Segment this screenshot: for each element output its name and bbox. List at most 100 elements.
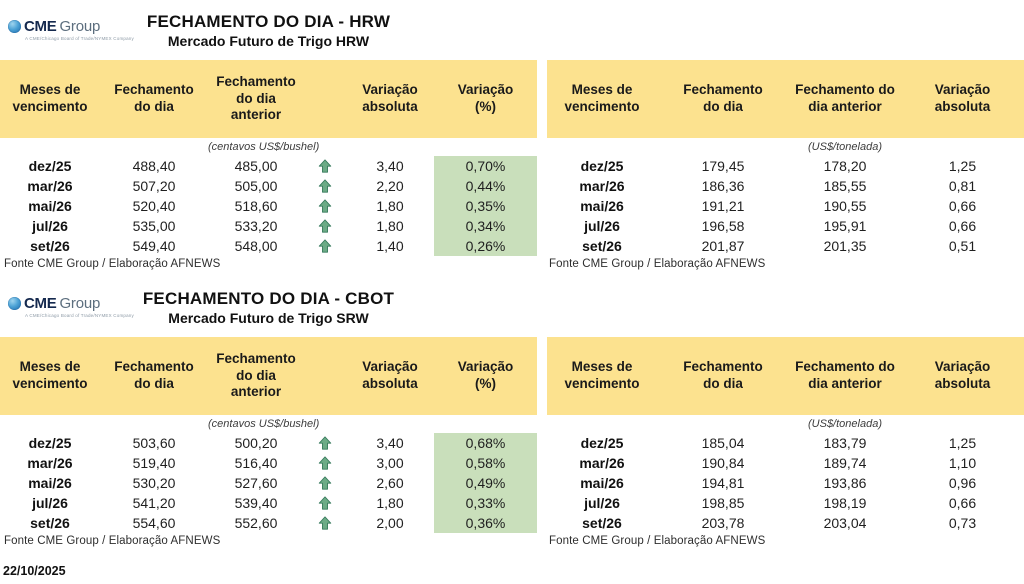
previous-cell: 185,55 xyxy=(823,178,867,194)
abs-change-cell: 2,60 xyxy=(376,475,404,491)
cme-group-logo: CME Group A CME/Chicago Board of Trade/N… xyxy=(8,296,134,318)
table-row: mar/26 519,40 516,40 3,00 0,58% xyxy=(0,453,537,473)
previous-cell: 539,40 xyxy=(234,495,278,511)
header-close: Fechamento do dia xyxy=(114,82,194,114)
month-cell: set/26 xyxy=(30,238,70,254)
table-row: jul/26 535,00 533,20 1,80 0,34% xyxy=(0,216,537,236)
table-row: mai/26 520,40 518,60 1,80 0,35% xyxy=(0,196,537,216)
unit-row: (centavos US$/bushel) xyxy=(0,415,537,433)
month-cell: set/26 xyxy=(582,515,622,531)
abs-change-cell: 3,40 xyxy=(376,435,404,451)
close-cell: 519,40 xyxy=(132,455,176,471)
hrw-tonne-table: Meses de vencimento Fechamento do dia Fe… xyxy=(547,60,1024,270)
section-hrw: CME Group A CME/Chicago Board of Trade/N… xyxy=(0,7,1024,270)
close-cell: 530,20 xyxy=(132,475,176,491)
pct-change-cell: 0,68% xyxy=(434,433,537,453)
abs-change-cell: 2,20 xyxy=(376,178,404,194)
close-cell: 554,60 xyxy=(132,515,176,531)
globe-icon xyxy=(8,297,21,310)
previous-cell: 516,40 xyxy=(234,455,278,471)
table-header-row: Meses de vencimento Fechamento do dia Fe… xyxy=(0,60,537,138)
source-note: Fonte CME Group / Elaboração AFNEWS xyxy=(4,258,221,270)
close-cell: 535,00 xyxy=(132,218,176,234)
table-row: set/26 549,40 548,00 1,40 0,26% xyxy=(0,236,537,256)
table-row: jul/26 198,85 198,19 0,66 xyxy=(547,493,1024,513)
section-cbot: CME Group A CME/Chicago Board of Trade/N… xyxy=(0,284,1024,547)
abs-change-cell: 0,66 xyxy=(948,218,977,234)
table-row: mar/26 507,20 505,00 2,20 0,44% xyxy=(0,176,537,196)
up-arrow-icon xyxy=(304,156,346,176)
close-cell: 488,40 xyxy=(132,158,176,174)
header-abs-change: Variação absoluta xyxy=(934,359,991,391)
month-cell: dez/25 xyxy=(28,158,72,174)
table-body: dez/25 179,45 178,20 1,25 mar/26 186,36 … xyxy=(547,156,1024,256)
report-date: 22/10/2025 xyxy=(3,564,66,578)
pct-change-cell: 0,35% xyxy=(434,196,537,216)
previous-cell: 552,60 xyxy=(234,515,278,531)
logo-tagline: A CME/Chicago Board of Trade/NYMEX Compa… xyxy=(25,313,134,318)
abs-change-cell: 0,81 xyxy=(948,178,977,194)
table-row: dez/25 179,45 178,20 1,25 xyxy=(547,156,1024,176)
month-cell: jul/26 xyxy=(32,495,68,511)
abs-change-cell: 0,51 xyxy=(948,238,977,254)
month-cell: mar/26 xyxy=(27,455,73,471)
month-cell: dez/25 xyxy=(28,435,72,451)
previous-cell: 485,00 xyxy=(234,158,278,174)
section-title: FECHAMENTO DO DIA - HRW xyxy=(146,11,391,31)
up-arrow-icon xyxy=(304,196,346,216)
up-arrow-icon xyxy=(304,513,346,533)
hrw-bushel-table: Meses de vencimento Fechamento do dia Fe… xyxy=(0,60,537,270)
up-arrow-icon xyxy=(304,176,346,196)
unit-row: (US$/tonelada) xyxy=(547,415,1024,433)
up-arrow-icon xyxy=(304,216,346,236)
up-arrow-icon xyxy=(304,473,346,493)
section-cbot-tables: Meses de vencimento Fechamento do dia Fe… xyxy=(0,337,1024,547)
unit-row: (US$/tonelada) xyxy=(547,138,1024,156)
header-abs-change: Variação absoluta xyxy=(362,82,418,114)
previous-cell: 500,20 xyxy=(234,435,278,451)
abs-change-cell: 0,66 xyxy=(948,495,977,511)
month-cell: mai/26 xyxy=(28,198,72,214)
table-row: set/26 201,87 201,35 0,51 xyxy=(547,236,1024,256)
up-arrow-icon xyxy=(304,433,346,453)
previous-cell: 195,91 xyxy=(823,218,867,234)
source-note: Fonte CME Group / Elaboração AFNEWS xyxy=(4,535,221,547)
abs-change-cell: 1,25 xyxy=(948,435,977,451)
table-row: dez/25 503,60 500,20 3,40 0,68% xyxy=(0,433,537,453)
logo-cme-text: CME xyxy=(24,18,57,35)
header-month: Meses de vencimento xyxy=(12,359,88,391)
header-close: Fechamento do dia xyxy=(683,359,763,391)
pct-change-cell: 0,34% xyxy=(434,216,537,236)
abs-change-cell: 3,00 xyxy=(376,455,404,471)
abs-change-cell: 1,80 xyxy=(376,495,404,511)
report-page: CME Group A CME/Chicago Board of Trade/N… xyxy=(0,7,1024,584)
abs-change-cell: 0,96 xyxy=(948,475,977,491)
close-cell: 541,20 xyxy=(132,495,176,511)
section-title: FECHAMENTO DO DIA - CBOT xyxy=(142,288,395,308)
abs-change-cell: 0,66 xyxy=(948,198,977,214)
abs-change-cell: 1,80 xyxy=(376,198,404,214)
abs-change-cell: 1,25 xyxy=(948,158,977,174)
month-cell: mar/26 xyxy=(27,178,73,194)
close-cell: 203,78 xyxy=(701,515,745,531)
section-subtitle: Mercado Futuro de Trigo HRW xyxy=(167,32,370,49)
abs-change-cell: 2,00 xyxy=(376,515,404,531)
header-previous: Fechamento do dia anterior xyxy=(795,359,895,391)
close-cell: 190,84 xyxy=(701,455,745,471)
header-month: Meses de vencimento xyxy=(564,82,640,114)
up-arrow-icon xyxy=(304,453,346,473)
month-cell: mar/26 xyxy=(579,178,625,194)
unit-row: (centavos US$/bushel) xyxy=(0,138,537,156)
month-cell: set/26 xyxy=(582,238,622,254)
pct-change-cell: 0,70% xyxy=(434,156,537,176)
table-row: dez/25 185,04 183,79 1,25 xyxy=(547,433,1024,453)
source-note: Fonte CME Group / Elaboração AFNEWS xyxy=(549,258,766,270)
close-cell: 179,45 xyxy=(701,158,745,174)
previous-cell: 518,60 xyxy=(234,198,278,214)
unit-label: (US$/tonelada) xyxy=(808,141,882,153)
header-close: Fechamento do dia xyxy=(683,82,763,114)
header-close: Fechamento do dia xyxy=(114,359,194,391)
previous-cell: 198,19 xyxy=(823,495,867,511)
pct-change-cell: 0,36% xyxy=(434,513,537,533)
pct-change-cell: 0,26% xyxy=(434,236,537,256)
